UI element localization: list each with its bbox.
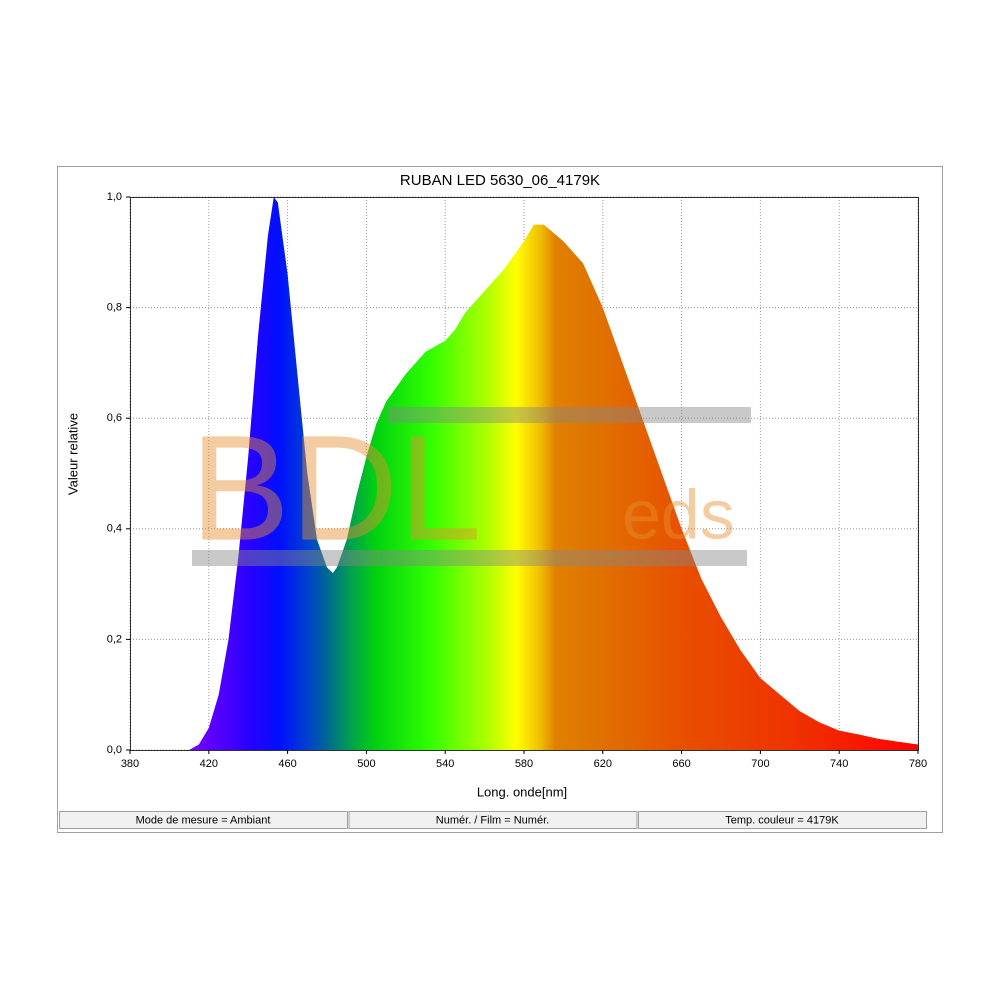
x-tick-label: 740	[830, 758, 848, 770]
x-tick-label: 780	[909, 758, 927, 770]
status-cell	[59, 811, 348, 829]
x-tick-label: 700	[751, 758, 769, 770]
status-cell	[638, 811, 927, 829]
x-axis-label: Long. onde[nm]	[477, 784, 567, 799]
y-tick-label: 0,6	[107, 412, 122, 424]
watermark-text: BDL	[190, 404, 482, 572]
watermark: BDL eds	[190, 404, 751, 572]
y-axis-label: Valeur relative	[65, 413, 80, 495]
x-tick-label: 540	[436, 758, 454, 770]
x-tick-label: 660	[672, 758, 690, 770]
y-tick-label: 0,2	[107, 633, 122, 645]
x-tick-label: 460	[278, 758, 296, 770]
y-tick-label: 0,0	[107, 744, 122, 756]
watermark-text: eds	[622, 475, 735, 553]
status-text: Temp. couleur = 4179K	[725, 814, 839, 826]
status-text: Numér. / Film = Numér.	[436, 814, 549, 826]
x-tick-label: 420	[200, 758, 218, 770]
status-text: Mode de mesure = Ambiant	[136, 814, 271, 826]
spectrum-area	[130, 197, 918, 750]
status-cell	[348, 811, 638, 829]
watermark-bar	[388, 407, 751, 423]
x-tick-label: 500	[357, 758, 375, 770]
watermark-bar	[192, 550, 747, 566]
y-tick-label: 1,0	[107, 191, 122, 203]
x-tick-label: 620	[594, 758, 612, 770]
x-tick-label: 380	[121, 758, 139, 770]
y-tick-label: 0,8	[107, 302, 122, 314]
chart-title: RUBAN LED 5630_06_4179K	[400, 172, 600, 189]
x-tick-label: 580	[515, 758, 533, 770]
y-tick-label: 0,4	[107, 523, 122, 535]
